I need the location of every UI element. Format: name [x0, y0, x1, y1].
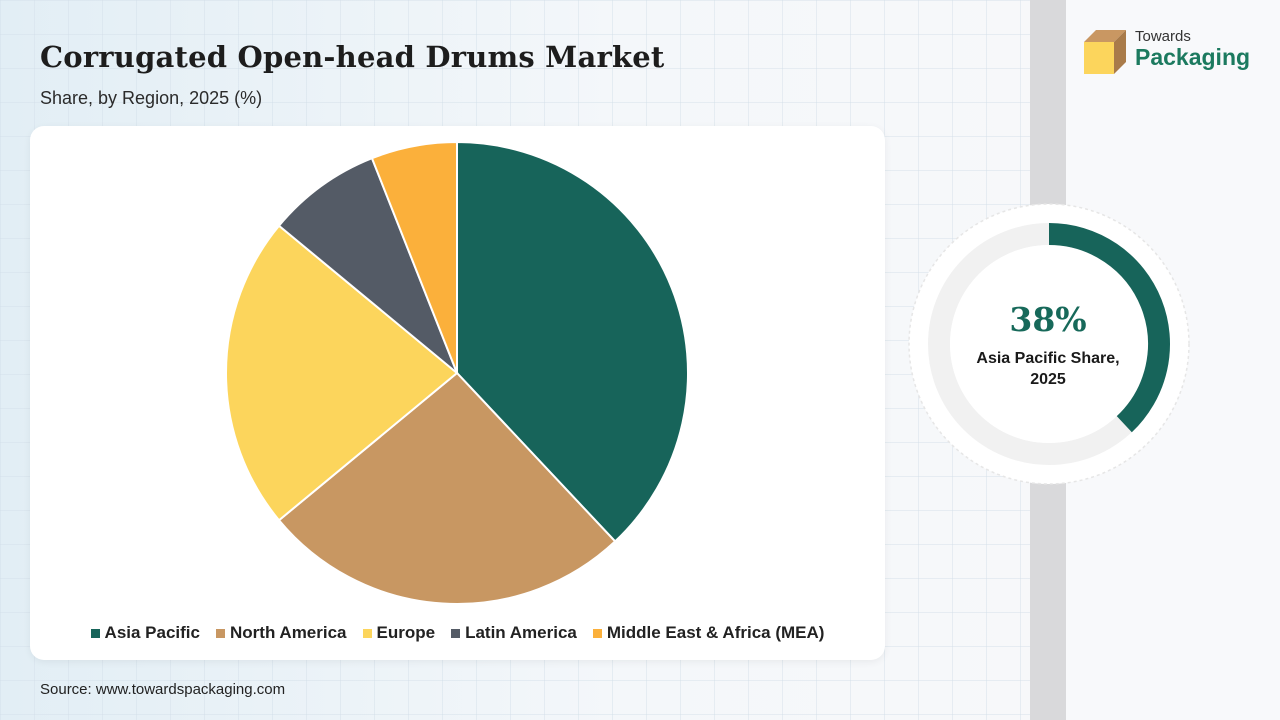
legend-item: Latin America	[451, 623, 577, 643]
legend-label: Latin America	[465, 623, 577, 642]
legend-item: North America	[216, 623, 347, 643]
chart-card: Asia Pacific North America Europe Latin Ame…	[30, 126, 885, 660]
chart-subtitle: Share, by Region, 2025 (%)	[40, 88, 263, 108]
pie-slice-europe	[224, 224, 459, 522]
logo-text-small: Towards	[1135, 28, 1191, 45]
legend-item: Asia Pacific	[90, 623, 200, 643]
highlight-label: Asia Pacific Share, 2025	[958, 348, 1138, 390]
source-note: Source: www.towardspackaging.com	[40, 681, 286, 698]
chart-title: Corrugated Open-head Drums Market	[40, 40, 665, 74]
legend-label: Middle East & Africa (MEA)	[606, 623, 825, 642]
chart-legend: Asia Pacific North America Europe Latin Ame…	[30, 623, 885, 643]
highlight-value: 38%	[1009, 300, 1087, 339]
logo-text-big: Packaging	[1135, 44, 1251, 70]
legend-swatch	[90, 628, 100, 638]
legend-swatch	[451, 628, 461, 638]
donut-value-arc	[1048, 223, 1170, 433]
legend-swatch	[592, 628, 602, 638]
legend-item: Europe	[362, 623, 436, 643]
brand-logo: Towards Packaging	[1080, 28, 1270, 78]
pie-slice-asia-pacific	[456, 140, 689, 543]
legend-item: Middle East & Africa (MEA)	[592, 623, 825, 643]
legend-swatch	[216, 628, 225, 638]
pie-slice-middle-east-africa-mea	[370, 140, 458, 374]
highlight-label-line2: 2025	[1030, 371, 1066, 388]
legend-label: Europe	[376, 623, 436, 642]
legend-swatch	[362, 628, 372, 638]
box-icon	[1084, 30, 1126, 74]
pie-chart	[224, 140, 689, 605]
legend-label: North America	[230, 623, 347, 642]
highlight-label-line1: Asia Pacific Share,	[976, 350, 1120, 367]
pie-slice-north-america	[277, 371, 617, 605]
pie-slice-latin-america	[277, 156, 458, 374]
highlight-donut	[908, 203, 1190, 485]
legend-label: Asia Pacific	[104, 623, 200, 642]
donut-center	[950, 245, 1148, 443]
